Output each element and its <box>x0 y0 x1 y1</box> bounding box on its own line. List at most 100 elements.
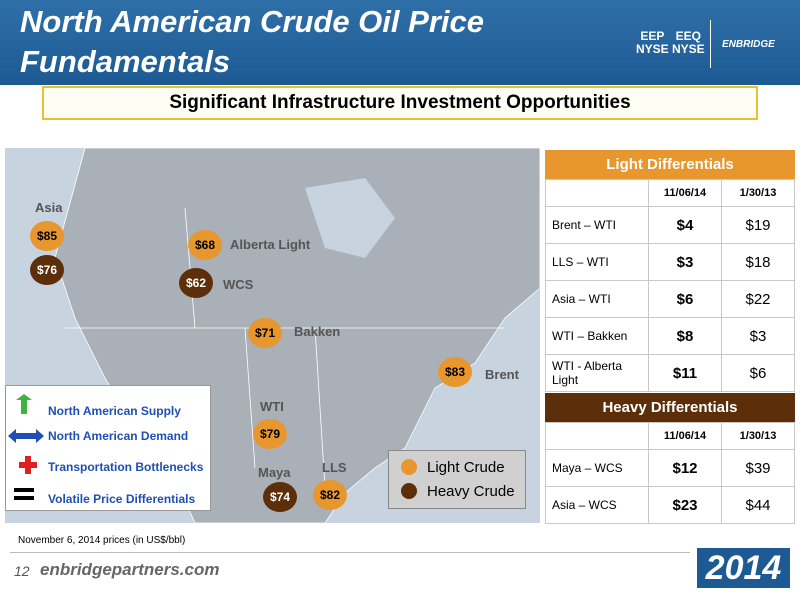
header-cell: 1/30/13 <box>721 179 795 207</box>
map-legend-svg: Light Crude Heavy Crude <box>401 459 515 500</box>
price: $68 <box>195 238 215 252</box>
price: $79 <box>260 427 280 441</box>
driver: North American Supply <box>48 404 181 418</box>
light-table-box: Light Differentials 11/06/14 1/30/13 Brent… <box>545 150 795 392</box>
driver: Volatile Price Differentials <box>48 492 195 506</box>
drivers-box: North American Supply North American Dem… <box>5 385 211 511</box>
light-table: 11/06/14 1/30/13 Brent – WTI $4 $19 LLS – WTI… <box>545 179 795 392</box>
year: 2014 <box>697 548 790 588</box>
cell: $22 <box>721 280 795 318</box>
price: $85 <box>37 229 57 243</box>
price: $62 <box>186 276 206 290</box>
table-row: Asia – WTI $6 $22 <box>545 280 795 318</box>
price-marker <box>188 230 222 260</box>
cell: $11 <box>648 354 722 392</box>
logo-text: EEP <box>640 29 665 43</box>
row-label: LLS – WTI <box>545 243 649 281</box>
price: $76 <box>37 263 57 277</box>
price: $83 <box>445 365 465 379</box>
markers: Asia Alberta Light WCS Bakken Brent WTI Maya LL… <box>30 200 520 512</box>
cell: $3 <box>721 317 795 355</box>
icon-plus <box>19 456 37 474</box>
title-bar: North American Crude Oil Price Fundament… <box>0 0 800 85</box>
price-marker <box>263 482 297 512</box>
table-row: Brent – WTI $4 $19 <box>545 206 795 244</box>
place-label: Bakken <box>294 324 340 339</box>
place-label: WTI <box>260 399 284 414</box>
banner: Significant Infrastructure Investment Op… <box>42 86 758 120</box>
table-row: Maya – WCS $12 $39 <box>545 449 795 487</box>
map-legend: Light Crude Heavy Crude <box>388 450 526 509</box>
cell: $39 <box>721 449 795 487</box>
icon-arrows <box>8 429 44 443</box>
icon-equal <box>14 496 34 500</box>
cell: $8 <box>648 317 722 355</box>
price-marker <box>313 480 347 510</box>
cell: $12 <box>648 449 722 487</box>
driver: North American Demand <box>48 429 188 443</box>
cell: $3 <box>648 243 722 281</box>
legend-label: Heavy Crude <box>427 483 515 500</box>
place-label: Maya <box>258 465 291 480</box>
place-label: Alberta Light <box>230 237 311 252</box>
row-label: Brent – WTI <box>545 206 649 244</box>
url: enbridgepartners.com <box>40 560 220 579</box>
table-row: LLS – WTI $3 $18 <box>545 243 795 281</box>
heavy-table-box: Heavy Differentials 11/06/14 1/30/13 Maya … <box>545 393 795 524</box>
page-number: 12 <box>14 563 30 579</box>
table-title: Heavy Differentials <box>545 393 795 422</box>
header-cell: 11/06/14 <box>648 179 722 207</box>
row-label: WTI - Alberta Light <box>545 354 649 392</box>
header-cell: 1/30/13 <box>721 422 795 450</box>
price: $71 <box>255 326 275 340</box>
footnote: November 6, 2014 prices (in US$/bbl) <box>18 535 186 546</box>
footer-rule <box>10 552 690 553</box>
logo: EEQ NYSE <box>672 30 705 56</box>
map-borders <box>65 207 505 489</box>
price-marker <box>179 268 213 298</box>
price-marker <box>248 318 282 348</box>
legend-label: Light Crude <box>427 459 505 476</box>
cell: $23 <box>648 486 722 524</box>
cell: $4 <box>648 206 722 244</box>
logo-text: ENBRIDGE <box>722 39 775 50</box>
cell: $6 <box>721 354 795 392</box>
price-marker <box>30 221 64 251</box>
cell: $19 <box>721 206 795 244</box>
title: North American Crude Oil Price Fundament… <box>20 4 484 79</box>
place-label: Brent <box>485 367 520 382</box>
table-row: WTI – Bakken $8 $3 <box>545 317 795 355</box>
logo-text: EEQ <box>675 29 702 43</box>
cell: $44 <box>721 486 795 524</box>
row-label: Maya – WCS <box>545 449 649 487</box>
place-label: WCS <box>223 277 254 292</box>
price: $74 <box>270 490 290 504</box>
header-cell <box>545 422 649 450</box>
table-row: WTI - Alberta Light $11 $6 <box>545 354 795 392</box>
logo-text: NYSE <box>672 42 705 56</box>
heavy-table: 11/06/14 1/30/13 Maya – WCS $12 $39 Asia – WC… <box>545 422 795 524</box>
divider <box>710 20 711 68</box>
row-label: WTI – Bakken <box>545 317 649 355</box>
table-row: 11/06/14 1/30/13 <box>545 179 795 207</box>
driver: Transportation Bottlenecks <box>48 460 204 474</box>
table-title: Light Differentials <box>545 150 795 179</box>
table-row: 11/06/14 1/30/13 <box>545 422 795 450</box>
logo-text: NYSE <box>636 42 669 56</box>
icon-equal <box>14 488 34 492</box>
icon-up <box>16 394 32 414</box>
place-label: Asia <box>35 200 63 215</box>
logo: EEP NYSE <box>636 30 669 56</box>
row-label: Asia – WTI <box>545 280 649 318</box>
price-marker <box>438 357 472 387</box>
price-marker <box>253 419 287 449</box>
cell: $6 <box>648 280 722 318</box>
table-row: Asia – WCS $23 $44 <box>545 486 795 524</box>
row-label: Asia – WCS <box>545 486 649 524</box>
header-cell: 11/06/14 <box>648 422 722 450</box>
legend-swatch <box>401 459 417 475</box>
drivers: North American Supply North American Dem… <box>8 394 204 506</box>
place-label: LLS <box>322 460 347 475</box>
map-bay <box>305 178 395 258</box>
